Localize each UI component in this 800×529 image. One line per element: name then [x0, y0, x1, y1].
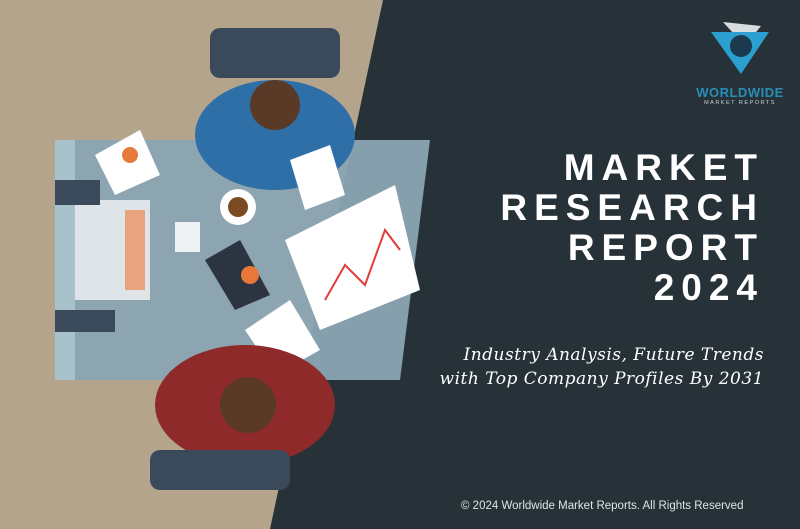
brand-logo: WORLDWIDE MARKET REPORTS	[690, 18, 790, 106]
logo-tagline: MARKET REPORTS	[704, 100, 776, 106]
subtitle-line: Industry Analysis, Future Trends	[463, 345, 764, 365]
subtitle-line: with Top Company Profiles By 2031	[439, 369, 764, 389]
copyright-footer: © 2024 Worldwide Market Reports. All Rig…	[461, 500, 744, 512]
logo-name: WORLDWIDE	[696, 85, 784, 100]
title-line: RESEARCH	[500, 187, 764, 228]
title-line: REPORT	[567, 227, 764, 268]
report-title: MARKET RESEARCH REPORT 2024	[500, 148, 764, 308]
report-subtitle: Industry Analysis, Future Trends with To…	[440, 343, 764, 391]
title-line: MARKET	[563, 147, 764, 188]
title-line: 2024	[653, 267, 764, 308]
logo-triangle-icon	[711, 22, 769, 74]
